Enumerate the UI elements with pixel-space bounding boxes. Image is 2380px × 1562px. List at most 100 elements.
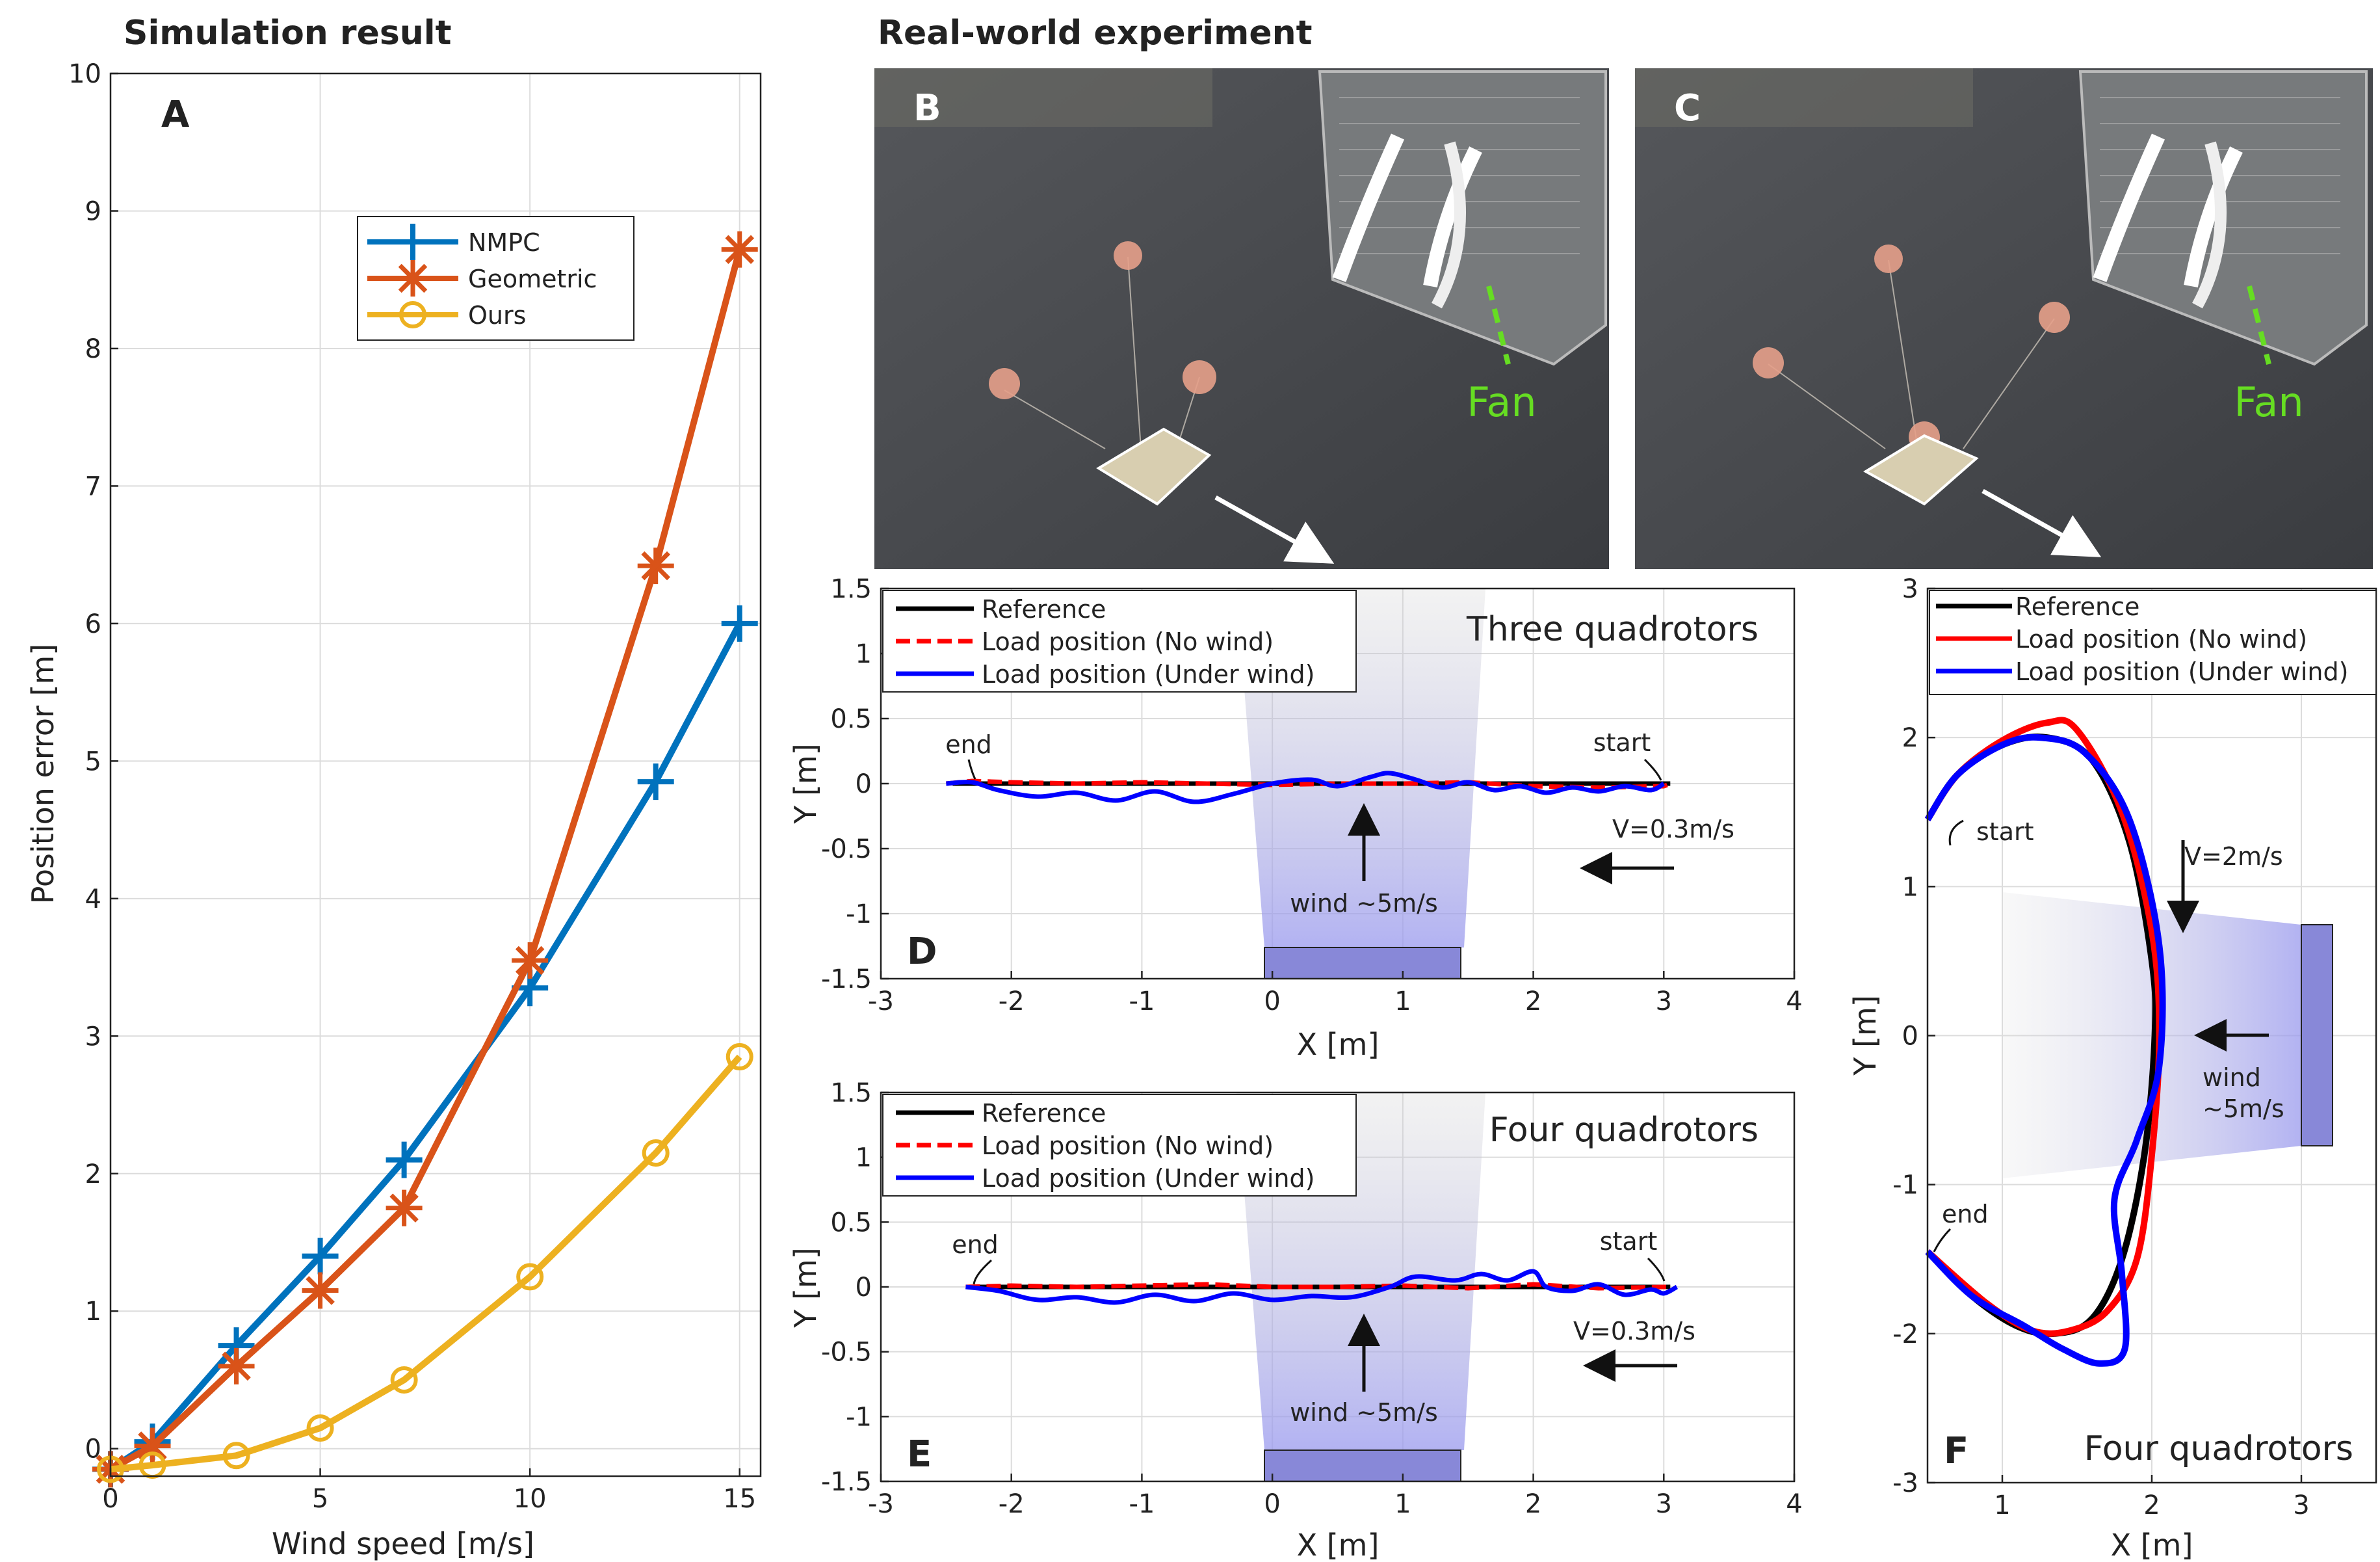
tick-label-y: 0 <box>1902 1022 1918 1052</box>
chart-d-legend: Reference Load position (No wind) Load p… <box>882 590 1357 693</box>
annot-e-end: end <box>952 1230 999 1259</box>
tick-label-y: 8 <box>85 334 101 364</box>
tick-label-y: 3 <box>1902 574 1918 604</box>
tick-label-x: 15 <box>723 1484 756 1514</box>
tick-label-x: 3 <box>1656 1489 1672 1519</box>
legend-a-ours: Ours <box>468 301 526 330</box>
tick-label-y: 4 <box>85 884 101 914</box>
tick-label-x: 0 <box>1264 986 1280 1016</box>
annot-e-start: start <box>1600 1227 1658 1256</box>
tick-label-y: 5 <box>85 747 101 776</box>
chart-f-title: Four quadrotors <box>2084 1429 2353 1468</box>
data-point-a-2 <box>218 1347 255 1384</box>
tick-label-y: 0.5 <box>830 1208 872 1238</box>
tick-label-x: 3 <box>1656 986 1672 1016</box>
data-point-a-3 <box>390 1366 418 1394</box>
series-line-f-3 <box>1924 734 2166 1367</box>
annot-e-wind: wind ~5m/s <box>1290 1398 1438 1427</box>
legend-marker-geometric <box>395 260 431 297</box>
tick-label-y: 6 <box>85 609 101 639</box>
legend-e-reference: Reference <box>982 1099 1106 1128</box>
legend-marker-nmpc <box>395 224 431 260</box>
annot-f-wind-1: wind <box>2203 1063 2261 1092</box>
series-line-a-1 <box>109 622 743 1472</box>
chart-d-ylabel: Y [m] <box>788 743 823 824</box>
data-point-a-2 <box>512 942 549 979</box>
tick-label-y: 1 <box>85 1297 101 1327</box>
legend-f-reference: Reference <box>2015 592 2139 621</box>
panel-letter-f: F <box>1944 1430 1968 1472</box>
tick-label-y: -3 <box>1892 1468 1918 1498</box>
tick-label-y: 0 <box>856 769 872 799</box>
tick-label-x: -3 <box>868 986 894 1016</box>
panel-letter-e: E <box>907 1433 932 1476</box>
chart-f: 1 2 3 -3 -2 -1 0 1 2 3 Reference Load position (N… <box>1848 574 2377 1562</box>
tick-label-x: 2 <box>2143 1490 2160 1520</box>
fan-box-d <box>1264 947 1461 979</box>
annot-f-end: end <box>1942 1200 1989 1228</box>
tick-label-x: 0 <box>1264 1489 1280 1519</box>
chart-d-title: Three quadrotors <box>1466 610 1759 649</box>
data-point-a-2 <box>302 1272 339 1309</box>
series-line-a-3 <box>110 1054 742 1473</box>
chart-d: -3 -2 -1 0 1 2 3 4 -1.5 -1 -0.5 0 0.5 1 1.5 Reference … <box>788 574 1803 1062</box>
series-line-e-3 <box>965 1269 1679 1305</box>
series-line-d-3 <box>946 771 1666 804</box>
chart-d-xlabel: X [m] <box>1297 1027 1380 1062</box>
fan-label-c: Fan <box>2234 378 2303 426</box>
tick-label-x: 3 <box>2293 1490 2309 1520</box>
annot-f-speed: V=2m/s <box>2184 842 2283 871</box>
chart-a-legend: NMPC Geometric Ours <box>357 216 634 341</box>
tick-label-y: -1 <box>846 1402 872 1432</box>
chart-e-ylabel: Y [m] <box>788 1247 823 1328</box>
photo-b: Fan B <box>874 68 1609 569</box>
tick-label-x: 1 <box>1394 1489 1411 1519</box>
annot-d-end: end <box>945 730 992 759</box>
data-point-a-1 <box>637 763 674 801</box>
annot-d-wind: wind ~5m/s <box>1290 889 1438 918</box>
tick-label-y: -1 <box>1892 1171 1918 1200</box>
tick-label-x: 2 <box>1525 986 1541 1016</box>
tick-label-y: -1.5 <box>821 1467 872 1497</box>
chart-a: 0 5 10 15 0 1 2 3 4 5 6 7 8 9 10 A NMPC Geometric Ours… <box>25 59 762 1561</box>
tick-label-y: 3 <box>85 1022 101 1052</box>
legend-f-no-wind: Load position (No wind) <box>2015 625 2307 654</box>
tick-label-y: -0.5 <box>821 834 872 864</box>
tick-label-y: 10 <box>68 59 101 89</box>
fan-box-f <box>2301 924 2333 1146</box>
chart-a-frame <box>109 72 762 1477</box>
data-point-a-2 <box>637 548 674 585</box>
tick-label-x: 0 <box>102 1484 118 1514</box>
tick-label-y: -0.5 <box>821 1338 872 1368</box>
tick-label-y: 1.5 <box>830 574 872 604</box>
data-point-a-1 <box>721 605 758 642</box>
series-line-e-2 <box>965 1282 1671 1291</box>
tick-label-y: 1.5 <box>830 1078 872 1108</box>
data-point-a-3 <box>516 1263 544 1291</box>
tick-label-x: 2 <box>1525 1489 1541 1519</box>
chart-a-xlabel: Wind speed [m/s] <box>272 1526 534 1561</box>
data-point-a-3 <box>642 1139 670 1167</box>
chart-e-legend: Reference Load position (No wind) Load p… <box>882 1094 1357 1197</box>
tick-label-x: 1 <box>1994 1490 2010 1520</box>
tick-label-y: 1 <box>1902 872 1918 902</box>
legend-d-reference: Reference <box>982 595 1106 624</box>
annot-d-speed: V=0.3m/s <box>1612 815 1734 843</box>
panel-letter-c: C <box>1674 87 1701 129</box>
fan-box-e <box>1264 1449 1461 1482</box>
tick-label-y: -2 <box>1892 1319 1918 1349</box>
legend-d-under-wind: Load position (Under wind) <box>982 660 1314 689</box>
data-point-a-3 <box>222 1442 250 1470</box>
fan-label-b: Fan <box>1467 378 1536 426</box>
series-line-d-2 <box>946 778 1671 790</box>
tick-label-y: 1 <box>856 1143 872 1173</box>
chart-f-xlabel: X [m] <box>2111 1528 2193 1562</box>
legend-f-under-wind: Load position (Under wind) <box>2015 657 2348 686</box>
legend-e-under-wind: Load position (Under wind) <box>982 1164 1314 1193</box>
tick-label-y: 0.5 <box>830 704 872 734</box>
chart-e: -3 -2 -1 0 1 2 3 4 -1.5 -1 -0.5 0 0.5 1 1.5 Reference … <box>788 1078 1803 1562</box>
chart-a-ylabel: Position error [m] <box>25 644 60 904</box>
legend-a-nmpc: NMPC <box>468 228 540 257</box>
tick-label-y: -1 <box>846 899 872 929</box>
